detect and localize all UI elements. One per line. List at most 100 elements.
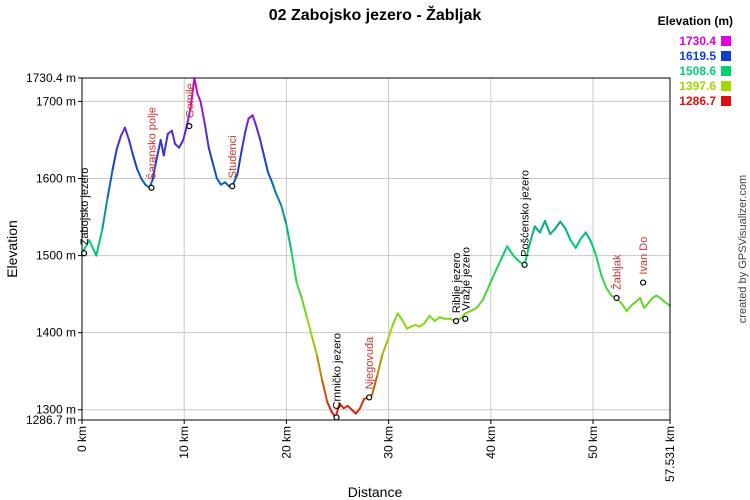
elevation-segment	[643, 302, 650, 310]
waypoint-marker	[640, 279, 647, 286]
elevation-segment	[639, 296, 646, 310]
y-tick-label: 1500 m	[36, 249, 76, 263]
elevation-segment	[569, 239, 577, 249]
chart-title: 02 Zabojsko jezero - Žabljak	[269, 5, 482, 24]
elevation-segment	[182, 127, 188, 141]
y-axis: 1730.4 m 1700 m 1600 m 1500 m 1400 m 1300 m12…	[26, 71, 82, 427]
elevation-segment	[481, 285, 490, 302]
plot-frame	[81, 77, 671, 421]
elevation-segment	[469, 307, 478, 313]
waypoint-marker	[333, 414, 340, 421]
elevation-segment	[295, 281, 303, 299]
elevation-segment	[528, 225, 536, 246]
elevation-segment	[300, 296, 308, 319]
elevation-segment	[663, 300, 671, 307]
elevation-segment	[262, 154, 270, 174]
y-tick-label: 1286.7 m	[26, 413, 76, 427]
elevation-segment	[354, 407, 361, 415]
elevation-segment	[115, 135, 122, 151]
y-tick-label: 1730.4 m	[26, 71, 76, 85]
elevation-segment	[459, 312, 467, 320]
elevation-segment	[600, 273, 608, 289]
elevation-segment	[203, 122, 210, 149]
elevation-segment	[554, 220, 562, 230]
x-tick-label: 50 km	[586, 426, 600, 459]
x-axis-label: Distance	[348, 484, 403, 500]
elevation-segment	[589, 240, 598, 257]
waypoint-label: Vražje jezero	[460, 247, 472, 311]
elevation-segment	[178, 138, 185, 149]
elevation-segment	[326, 401, 333, 413]
y-tick-label: 1400 m	[36, 326, 76, 340]
elevation-segment	[106, 168, 114, 199]
waypoint-marker	[186, 122, 193, 130]
elevation-segment	[401, 320, 409, 330]
elevation-segment	[396, 312, 404, 323]
y-tick-label: 1600 m	[36, 172, 76, 186]
x-tick-label: 0 km	[75, 426, 89, 452]
elevation-segment	[579, 231, 587, 240]
elevation-segment	[371, 374, 379, 396]
elevation-segment	[111, 148, 118, 171]
elevation-segment	[506, 245, 515, 257]
elevation-segment	[207, 146, 214, 165]
waypoint-marker	[148, 184, 155, 191]
elevation-segment	[605, 286, 613, 297]
legend-entry-label: 1286.7	[679, 94, 716, 108]
elevation-segment	[199, 100, 206, 125]
waypoint-marker	[452, 318, 460, 325]
elevation-segment	[428, 314, 436, 323]
waypoint-label: Zabojsko jezero	[79, 168, 91, 246]
y-tick-label: 1300 m	[36, 403, 76, 417]
elevation-segment	[475, 299, 484, 310]
waypoints: Zabojsko jezero Šaransko polje Gomile Stude…	[79, 83, 650, 421]
elevation-segment	[95, 227, 104, 257]
elevation-segment	[232, 173, 239, 185]
elevation-segment	[433, 316, 441, 323]
elevation-segment	[493, 258, 503, 274]
elevation-segment	[140, 177, 147, 186]
waypoint-marker	[613, 294, 620, 302]
legend-swatch	[721, 96, 731, 106]
elevation-segment	[386, 323, 394, 342]
legend-swatch	[721, 51, 731, 61]
elevation-segment	[240, 129, 247, 153]
elevation-segment	[170, 129, 177, 145]
waypoint-label: Gomile	[184, 83, 196, 118]
elevation-segment	[132, 154, 139, 171]
elevation-segment	[358, 397, 366, 410]
credit-text: created by GPSVisualizer.com	[737, 175, 749, 323]
elevation-segment	[500, 245, 509, 261]
elevation-segment	[584, 231, 592, 243]
elevation-segment	[559, 220, 567, 230]
elevation-segment	[381, 339, 389, 356]
waypoint-label: Riblje jezero	[451, 253, 463, 314]
elevation-segment	[271, 181, 278, 195]
elevation-segment	[321, 379, 329, 404]
elevation-segment	[275, 192, 283, 207]
waypoint-marker	[366, 394, 373, 401]
elevation-segment	[512, 254, 521, 263]
waypoint-label: Ivan Do	[638, 237, 650, 275]
elevation-segment	[533, 225, 541, 234]
elevation-segment	[189, 77, 196, 111]
elevation-segment	[211, 162, 218, 180]
elevation-segment	[162, 132, 169, 157]
legend-entry-label: 1397.6	[679, 79, 716, 93]
waypoint-label: Studenci	[227, 135, 239, 178]
elevation-segment	[285, 223, 293, 253]
elevation-segment	[267, 171, 274, 184]
elevation-segment	[423, 314, 431, 325]
x-tick-label: 20 km	[279, 426, 293, 459]
elevation-segment	[391, 312, 399, 326]
waypoint-label: Crnničko jezero	[331, 333, 343, 409]
elevation-segment	[196, 92, 202, 103]
elevation-segment	[625, 303, 633, 313]
elevation-segment	[574, 237, 582, 249]
elevation-segment	[258, 137, 265, 157]
elevation-segment	[549, 227, 557, 236]
legend-entry-label: 1619.5	[679, 49, 716, 63]
elevation-segment	[543, 219, 552, 236]
waypoint-label: Šaransko polje	[145, 107, 158, 180]
